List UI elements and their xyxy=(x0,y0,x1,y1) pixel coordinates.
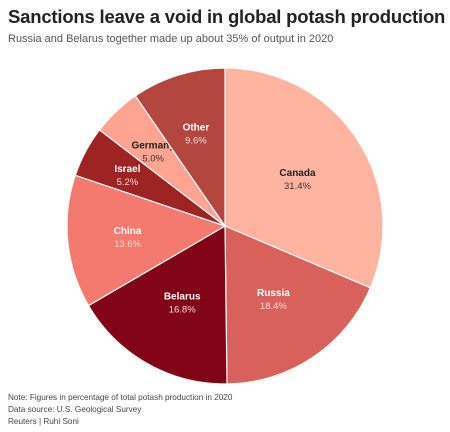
chart-title: Sanctions leave a void in global potash … xyxy=(8,6,446,27)
slice-label-belarus: Belarus xyxy=(164,292,201,303)
slice-label-canada: Canada xyxy=(279,168,316,179)
pie-chart: Canada 31.4% Russia 18.4% Belarus 16.8% China 1… xyxy=(66,67,384,385)
slice-value-germany: 5.0% xyxy=(142,153,164,164)
slice-value-russia: 18.4% xyxy=(260,301,287,312)
footer-note: Note: Figures in percentage of total pot… xyxy=(8,393,233,402)
pie-slice-canada xyxy=(224,67,384,289)
pie-slice-russia xyxy=(224,225,372,385)
pie-slice-other xyxy=(134,67,226,228)
slice-label-germany: Germany xyxy=(131,140,175,151)
slice-value-china: 13.6% xyxy=(114,239,141,250)
slice-value-israel: 5.2% xyxy=(117,177,139,188)
slice-value-other: 9.6% xyxy=(185,135,207,146)
slice-value-canada: 31.4% xyxy=(284,181,311,192)
footer-credit: Reuters | Ruhi Soni xyxy=(8,416,79,426)
slice-value-belarus: 16.8% xyxy=(169,305,196,316)
slice-label-israel: Israel xyxy=(114,164,140,175)
pie-slice-china xyxy=(66,174,227,307)
pie-slice-belarus xyxy=(87,224,228,385)
chart-subtitle: Russia and Belarus together made up abou… xyxy=(8,33,334,45)
slice-label-china: China xyxy=(114,226,142,237)
footer: Note: Figures in percentage of total pot… xyxy=(8,392,232,427)
slice-label-russia: Russia xyxy=(257,288,290,299)
slice-label-other: Other xyxy=(183,122,210,133)
footer-source: Data source: U.S. Geological Survey xyxy=(8,404,142,414)
